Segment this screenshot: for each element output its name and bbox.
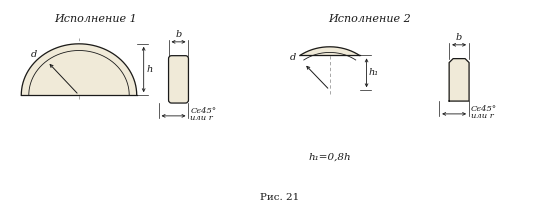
- Text: Исполнение 2: Исполнение 2: [328, 14, 411, 24]
- Text: Рис. 21: Рис. 21: [260, 193, 300, 202]
- FancyBboxPatch shape: [169, 56, 189, 103]
- Polygon shape: [449, 59, 469, 101]
- Text: Cє45°: Cє45°: [190, 107, 217, 115]
- Text: h₁: h₁: [368, 68, 379, 77]
- Text: Исполнение 1: Исполнение 1: [54, 14, 137, 24]
- Polygon shape: [300, 47, 360, 55]
- Text: b: b: [175, 30, 181, 39]
- Text: или r: или r: [190, 114, 213, 122]
- Text: h₁=0,8h: h₁=0,8h: [309, 153, 351, 162]
- Text: d: d: [31, 50, 38, 59]
- Polygon shape: [21, 44, 137, 95]
- Text: Cє45°: Cє45°: [471, 105, 497, 113]
- Text: или r: или r: [471, 112, 494, 120]
- Text: h: h: [147, 65, 153, 74]
- Text: b: b: [456, 33, 462, 42]
- Text: d: d: [290, 53, 296, 62]
